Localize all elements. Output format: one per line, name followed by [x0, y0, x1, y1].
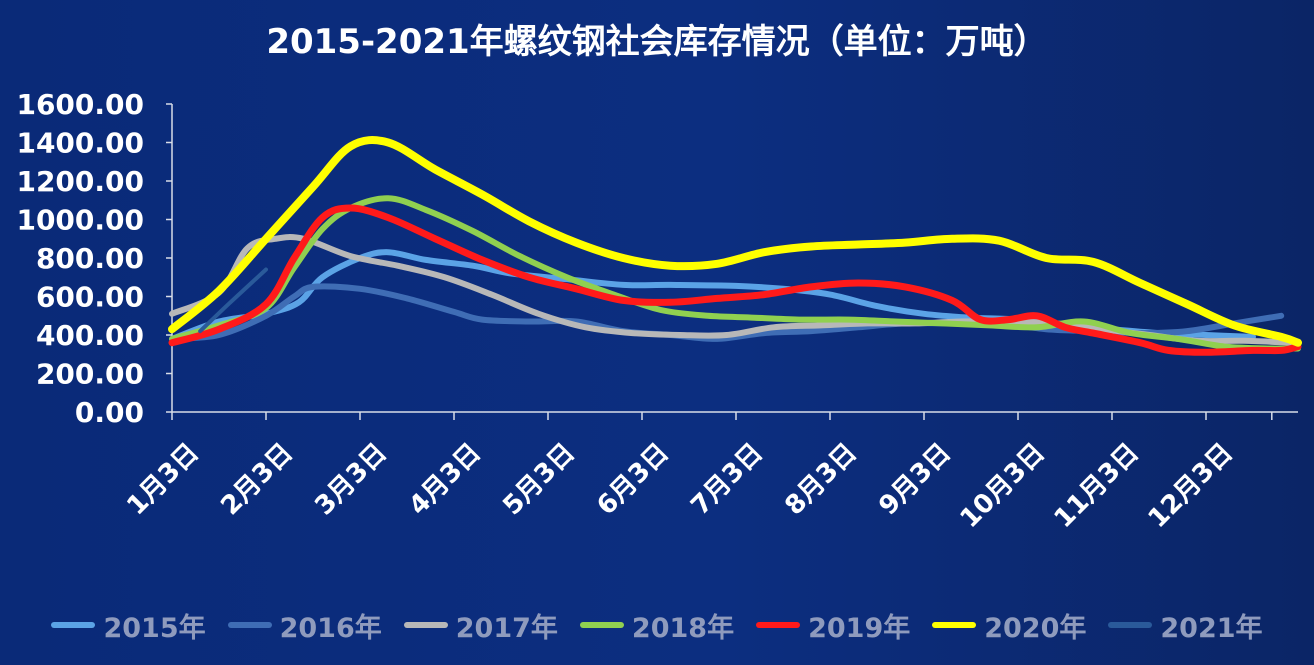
- legend-label: 2016年: [279, 612, 382, 644]
- legend-item: 2015年: [51, 606, 206, 645]
- legend-item: 2020年: [932, 606, 1086, 645]
- y-tick-label: 1000.00: [16, 204, 144, 237]
- legend-item: 2019年: [756, 606, 910, 645]
- legend-item: 2016年: [227, 606, 382, 645]
- x-tick-label: 7月3日: [685, 438, 769, 522]
- legend-swatch: [756, 622, 801, 628]
- legend-label: 2015年: [103, 612, 206, 644]
- y-tick-label: 1400.00: [16, 127, 144, 160]
- x-tick-label: 6月3日: [591, 438, 675, 522]
- y-tick-label: 0.00: [75, 396, 144, 429]
- x-tick-label: 1月3日: [121, 438, 205, 522]
- x-tick-label: 2月3日: [215, 438, 299, 522]
- legend-label: 2018年: [631, 612, 735, 644]
- y-tick-label: 400.00: [36, 319, 144, 352]
- chart-title: 2015-2021年螺纹钢社会库存情况（单位：万吨）: [266, 22, 1048, 62]
- y-tick-label: 1200.00: [16, 165, 144, 198]
- legend-swatch: [932, 622, 977, 628]
- legend-swatch: [579, 622, 624, 628]
- series-lines: [168, 136, 1302, 356]
- legend-label: 2019年: [808, 612, 911, 644]
- y-tick-label: 1600.00: [16, 88, 144, 121]
- y-tick-label: 600.00: [36, 281, 144, 314]
- legend-item: 2018年: [579, 606, 735, 645]
- x-tick-label: 12月3日: [1143, 438, 1239, 534]
- x-tick-label: 3月3日: [309, 438, 393, 522]
- y-tick-label: 200.00: [36, 358, 144, 391]
- x-tick-label: 11月3日: [1049, 438, 1145, 534]
- legend-item: 2021年: [1108, 606, 1263, 645]
- series-line-2020年: [168, 136, 1302, 347]
- legend-swatch: [1108, 622, 1153, 628]
- x-tick-label: 9月3日: [873, 438, 957, 522]
- y-tick-label: 800.00: [36, 242, 144, 275]
- legend-label: 2017年: [455, 612, 558, 644]
- chart-legend: 2015年 2016年 2017年 2018年 2019年 2020年 2021年: [0, 600, 1314, 650]
- axes: [166, 103, 1298, 420]
- legend-swatch: [51, 622, 96, 628]
- legend-swatch: [403, 622, 448, 628]
- series-line-2021年: [198, 267, 268, 334]
- legend-label: 2020年: [984, 612, 1087, 644]
- legend-label: 2021年: [1160, 612, 1263, 644]
- legend-item: 2017年: [403, 606, 558, 645]
- x-tick-label: 5月3日: [497, 438, 581, 522]
- x-tick-label: 10月3日: [955, 438, 1051, 534]
- series-line-2018年: [169, 195, 1301, 352]
- series-line-2019年: [168, 204, 1302, 356]
- series-line-2017年: [169, 234, 1294, 346]
- x-tick-label: 8月3日: [779, 438, 863, 522]
- x-tick-label: 4月3日: [403, 438, 487, 522]
- legend-swatch: [227, 622, 272, 628]
